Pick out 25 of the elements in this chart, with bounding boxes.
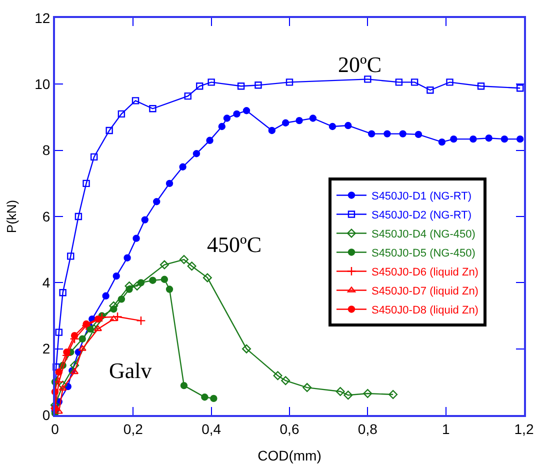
legend-label: S450J0-D2 (NG-RT) bbox=[371, 210, 472, 222]
x-tick-label: 0,4 bbox=[202, 420, 222, 437]
x-axis-title: COD(mm) bbox=[258, 448, 322, 464]
legend-label: S450J0-D4 (NG-450) bbox=[371, 228, 476, 241]
x-tick-label: 0,6 bbox=[280, 420, 300, 437]
legend-label: S450J0-D8 (liquid Zn) bbox=[371, 304, 478, 317]
legend-label: S450J0-D7 (liquid Zn) bbox=[371, 286, 478, 298]
y-tick-label: 4 bbox=[42, 274, 50, 291]
legend-label: S450J0-D1 (NG-RT) bbox=[371, 190, 472, 203]
annotation: Galv bbox=[109, 358, 152, 383]
y-tick-label: 0 bbox=[42, 406, 50, 423]
y-tick-label: 2 bbox=[42, 340, 50, 357]
y-tick-label: 8 bbox=[42, 142, 50, 158]
y-tick-label: 10 bbox=[34, 76, 50, 92]
x-tick-label: 0,8 bbox=[358, 420, 378, 437]
y-tick-label: 6 bbox=[42, 208, 50, 224]
x-tick-label: 0,2 bbox=[123, 420, 144, 437]
legend-label: S450J0-D5 (NG-450) bbox=[371, 248, 476, 260]
legend-label: S450J0-D6 (liquid Zn) bbox=[371, 266, 478, 279]
annotation: 20ºC bbox=[338, 52, 382, 77]
y-tick-label: 12 bbox=[34, 10, 50, 26]
x-tick-label: 1,2 bbox=[514, 420, 534, 437]
annotation: 450ºC bbox=[207, 232, 262, 257]
y-axis-title: P(kN) bbox=[4, 200, 20, 234]
x-tick-label: 1 bbox=[442, 420, 450, 437]
